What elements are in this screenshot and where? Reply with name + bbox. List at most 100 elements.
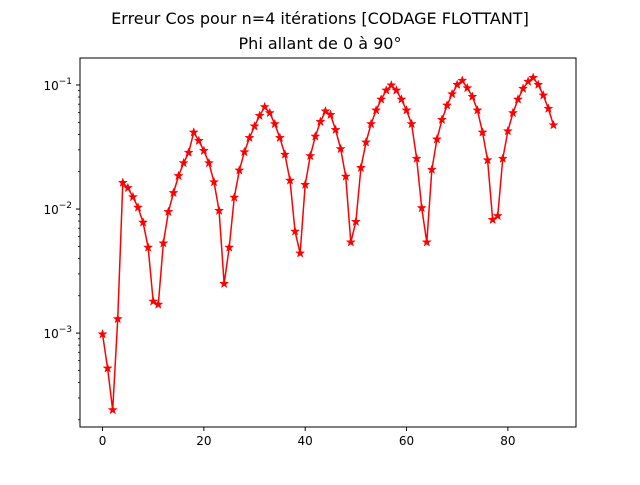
x-tick-label-4: 80 xyxy=(500,434,515,448)
series-0-point-42 xyxy=(310,131,321,141)
series-0-point-7 xyxy=(132,202,144,212)
series-0-point-43 xyxy=(315,116,326,127)
series-0-point-60 xyxy=(401,104,412,115)
series-0-point-2 xyxy=(107,404,118,415)
series-0-point-20 xyxy=(198,145,209,156)
series-0-point-16 xyxy=(178,157,189,168)
series-0-point-48 xyxy=(340,171,351,181)
series-0-point-31 xyxy=(254,110,265,121)
series-0-point-17 xyxy=(183,147,194,157)
y-tick-label-2: 10−1 xyxy=(43,77,72,93)
series-0-point-68 xyxy=(441,99,453,110)
series-0-point-14 xyxy=(168,187,179,198)
x-tick-label-1: 20 xyxy=(196,434,211,448)
series-0-point-85 xyxy=(528,72,539,83)
series-0-point-11 xyxy=(153,299,164,309)
x-tick-label-2: 40 xyxy=(298,434,313,448)
series-0-point-32 xyxy=(259,101,270,112)
series-0-point-63 xyxy=(416,202,427,213)
series-0-point-69 xyxy=(447,88,458,99)
series-0-point-13 xyxy=(163,206,174,217)
series-0-point-18 xyxy=(188,126,199,137)
series-0-point-44 xyxy=(320,105,331,116)
series-0-point-33 xyxy=(264,107,275,118)
series-0-point-21 xyxy=(203,157,215,168)
series-0-point-8 xyxy=(137,217,149,227)
series-0-point-37 xyxy=(284,175,296,185)
series-0-point-76 xyxy=(482,154,493,165)
series-0-point-35 xyxy=(274,132,285,143)
series-0-point-67 xyxy=(436,114,448,125)
series-0-point-53 xyxy=(365,118,377,129)
series-0-point-41 xyxy=(305,150,316,161)
series-0-point-27 xyxy=(234,164,245,175)
series-0-point-36 xyxy=(279,149,291,159)
plot-frame xyxy=(79,57,577,428)
y-tick-base-1: 10 xyxy=(43,203,58,217)
y-tick-base-2: 10 xyxy=(43,79,58,93)
plot-marks xyxy=(97,72,559,415)
series-0-point-65 xyxy=(426,164,437,174)
series-0-point-28 xyxy=(239,146,250,157)
series-0-point-88 xyxy=(543,103,554,113)
series-0-point-4 xyxy=(117,177,128,188)
series-0-point-79 xyxy=(497,153,508,163)
series-0-point-25 xyxy=(224,242,235,252)
series-0-point-12 xyxy=(158,237,169,248)
series-0-point-9 xyxy=(143,242,154,252)
series-0-point-38 xyxy=(289,226,301,236)
series-0-point-49 xyxy=(345,236,356,247)
x-tick-label-0: 0 xyxy=(99,434,107,448)
series-0-point-83 xyxy=(517,83,529,93)
series-0-point-82 xyxy=(512,94,524,104)
series-line-0 xyxy=(101,76,555,411)
series-0-point-56 xyxy=(381,85,392,95)
series-0-point-3 xyxy=(112,313,123,324)
y-tick-label-1: 10−2 xyxy=(43,201,72,217)
series-0-point-75 xyxy=(477,126,488,137)
series-0-point-23 xyxy=(213,205,225,216)
series-0-point-81 xyxy=(507,107,519,118)
series-0-point-6 xyxy=(127,191,139,202)
series-0-point-64 xyxy=(421,236,432,247)
y-axis-ticks: 10−310−210−1 xyxy=(43,77,80,421)
chart-subtitle: Phi allant de 0 à 90° xyxy=(239,34,402,53)
series-0-point-0 xyxy=(97,328,108,339)
y-tick-exponent-1: −2 xyxy=(59,201,72,211)
series-0-point-52 xyxy=(360,136,372,147)
series-0-point-29 xyxy=(244,132,255,143)
series-0-point-61 xyxy=(406,118,417,129)
y-tick-label-0: 10−3 xyxy=(43,325,72,341)
y-tick-exponent-0: −3 xyxy=(59,325,72,335)
series-0-point-72 xyxy=(462,82,473,93)
series-0-point-74 xyxy=(472,104,483,115)
x-axis-ticks: 0 20 40 60 80 xyxy=(99,427,515,448)
y-tick-base-0: 10 xyxy=(43,327,58,341)
series-0-point-39 xyxy=(295,247,306,258)
series-0-point-45 xyxy=(325,109,336,120)
series-0-point-59 xyxy=(396,94,407,104)
series-0-point-22 xyxy=(208,176,220,187)
series-0-point-54 xyxy=(371,104,382,115)
series-0-point-73 xyxy=(467,91,478,102)
series-0-point-19 xyxy=(193,135,204,146)
series-0-point-24 xyxy=(219,278,230,289)
series-0-point-51 xyxy=(355,162,367,173)
series-0-point-34 xyxy=(269,118,280,129)
series-0-point-66 xyxy=(431,133,443,144)
series-0-point-57 xyxy=(386,79,397,90)
series-0-point-62 xyxy=(411,153,422,163)
series-0-point-26 xyxy=(229,192,240,202)
series-0-point-30 xyxy=(249,120,260,131)
series-0-point-46 xyxy=(330,124,341,135)
series-0-point-5 xyxy=(122,182,133,193)
series-0-point-71 xyxy=(457,75,468,85)
series-0-point-15 xyxy=(173,170,184,181)
series-0-point-58 xyxy=(391,85,402,95)
series-0-point-10 xyxy=(148,296,159,306)
series-0-point-1 xyxy=(102,362,113,373)
series-0-point-87 xyxy=(538,89,549,100)
series-0-point-89 xyxy=(548,119,559,130)
